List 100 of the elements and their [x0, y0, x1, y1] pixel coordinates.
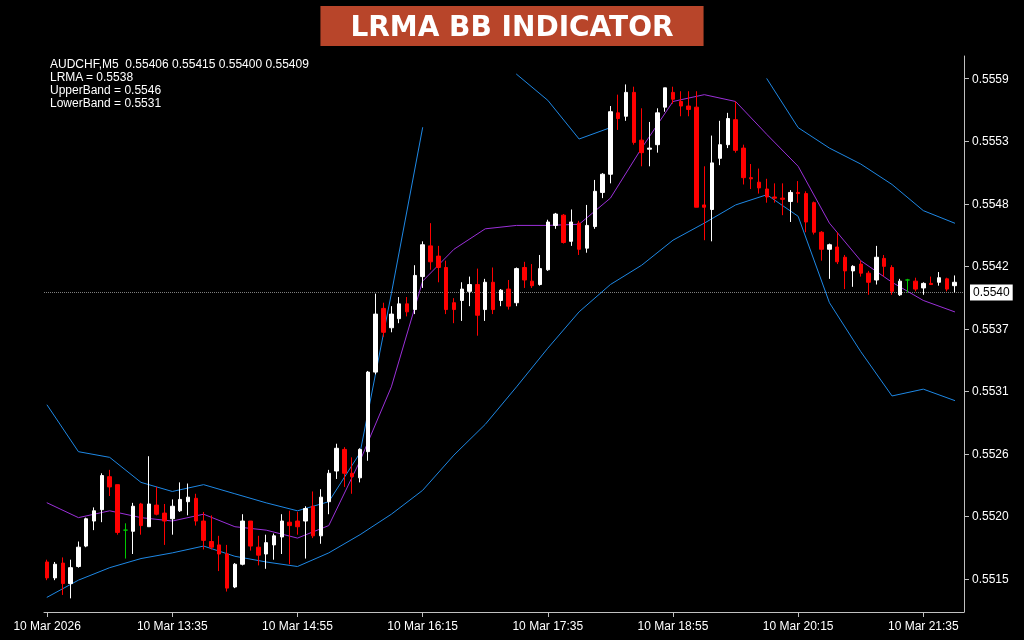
candlestick — [726, 112, 730, 149]
candlestick — [553, 212, 558, 230]
candlestick — [381, 302, 386, 338]
candlestick — [639, 107, 644, 167]
candlestick — [311, 490, 315, 539]
candlestick — [413, 264, 417, 315]
y-tick-label: 0.5553 — [972, 134, 1010, 149]
candlestick — [882, 254, 886, 278]
candlestick — [460, 281, 464, 322]
candlestick — [530, 263, 534, 289]
candlestick — [319, 488, 323, 545]
candlestick — [585, 204, 589, 254]
candlestick — [952, 274, 957, 293]
candlestick — [780, 182, 785, 216]
candlestick — [170, 498, 175, 536]
candlestick — [350, 456, 354, 495]
candlestick — [217, 535, 221, 572]
candlestick — [710, 135, 714, 242]
candlestick — [389, 305, 394, 333]
candlestick — [428, 222, 433, 271]
y-tick-label: 0.5559 — [972, 71, 1010, 86]
candlestick — [327, 469, 331, 515]
candlestick — [937, 271, 941, 287]
candlestick — [921, 281, 926, 296]
candlestick — [859, 260, 863, 278]
candlestick — [436, 245, 441, 283]
candlestick — [147, 455, 151, 528]
candlestick — [522, 261, 527, 289]
candlestick — [92, 506, 96, 531]
candlestick — [452, 297, 456, 324]
candlestick — [577, 220, 581, 256]
candlestick — [499, 288, 503, 307]
candlestick — [209, 514, 214, 550]
candlestick — [593, 179, 597, 230]
candlestick — [100, 472, 104, 523]
candlestick — [616, 94, 620, 131]
candlestick — [240, 513, 245, 566]
x-tick-label: 10 Mar 14:55 — [262, 619, 334, 633]
candlestick — [905, 278, 910, 293]
y-tick-label: 0.5515 — [972, 572, 1010, 587]
line-series — [46, 194, 956, 598]
candlestick — [600, 172, 605, 199]
candlestick — [647, 121, 652, 167]
candlestick — [632, 86, 636, 146]
candlestick — [741, 144, 746, 185]
candlestick — [201, 511, 206, 550]
candlestick — [491, 266, 495, 315]
x-tick-label: 10 Mar 16:15 — [387, 619, 459, 633]
candlestick — [624, 83, 628, 122]
candlestick — [772, 182, 777, 204]
candlestick — [796, 180, 800, 204]
candlestick — [154, 486, 159, 516]
candlestick — [280, 513, 284, 555]
x-tick-label: 10 Mar 20:15 — [762, 619, 834, 633]
candlestick — [68, 559, 73, 599]
candlestick — [186, 483, 190, 516]
candlestick — [61, 556, 65, 596]
candlestick — [561, 213, 566, 245]
annotation: LRMA = 0.5538 — [50, 70, 134, 84]
candlestick — [178, 481, 182, 513]
candlestick — [123, 522, 128, 560]
candlestick — [295, 511, 300, 536]
candlestick — [913, 277, 918, 292]
candlestick — [663, 87, 667, 113]
candlestick — [608, 105, 613, 184]
candlestick — [272, 533, 276, 561]
x-tick-label: 10 Mar 17:35 — [512, 619, 584, 633]
candlestick — [256, 535, 261, 566]
candlestick — [843, 254, 847, 290]
candlestick — [53, 561, 57, 581]
candlestick — [131, 502, 135, 555]
annotation: AUDCHF,M5 0.55406 0.55415 0.55400 0.55409 — [50, 57, 310, 71]
candlestick — [444, 260, 448, 315]
candlestick — [342, 446, 347, 488]
candlestick — [233, 562, 237, 589]
candlestick — [835, 231, 839, 265]
candlestick — [358, 447, 362, 483]
candlestick — [420, 240, 425, 289]
annotation: LowerBand = 0.5531 — [50, 96, 162, 110]
y-tick-label: 0.5548 — [972, 196, 1010, 211]
candlestick — [929, 276, 933, 286]
candlestick — [366, 370, 370, 462]
candlestick — [107, 469, 112, 497]
candlestick — [506, 279, 511, 311]
candlestick — [866, 270, 871, 296]
candlestick — [334, 443, 339, 480]
candlestick — [694, 90, 699, 208]
candlestick — [812, 201, 816, 236]
candlestick — [76, 541, 81, 569]
candlestick — [819, 230, 824, 262]
candlestick — [569, 209, 573, 247]
candlestick — [538, 254, 542, 287]
x-tick-label: 10 Mar 2026 — [13, 619, 82, 633]
candlestick — [225, 544, 229, 593]
candlestick — [757, 168, 761, 195]
candlestick — [874, 245, 879, 286]
candlestick — [84, 517, 88, 548]
candlestick — [248, 520, 253, 552]
candlestick — [686, 90, 691, 117]
candlestick — [303, 505, 308, 560]
